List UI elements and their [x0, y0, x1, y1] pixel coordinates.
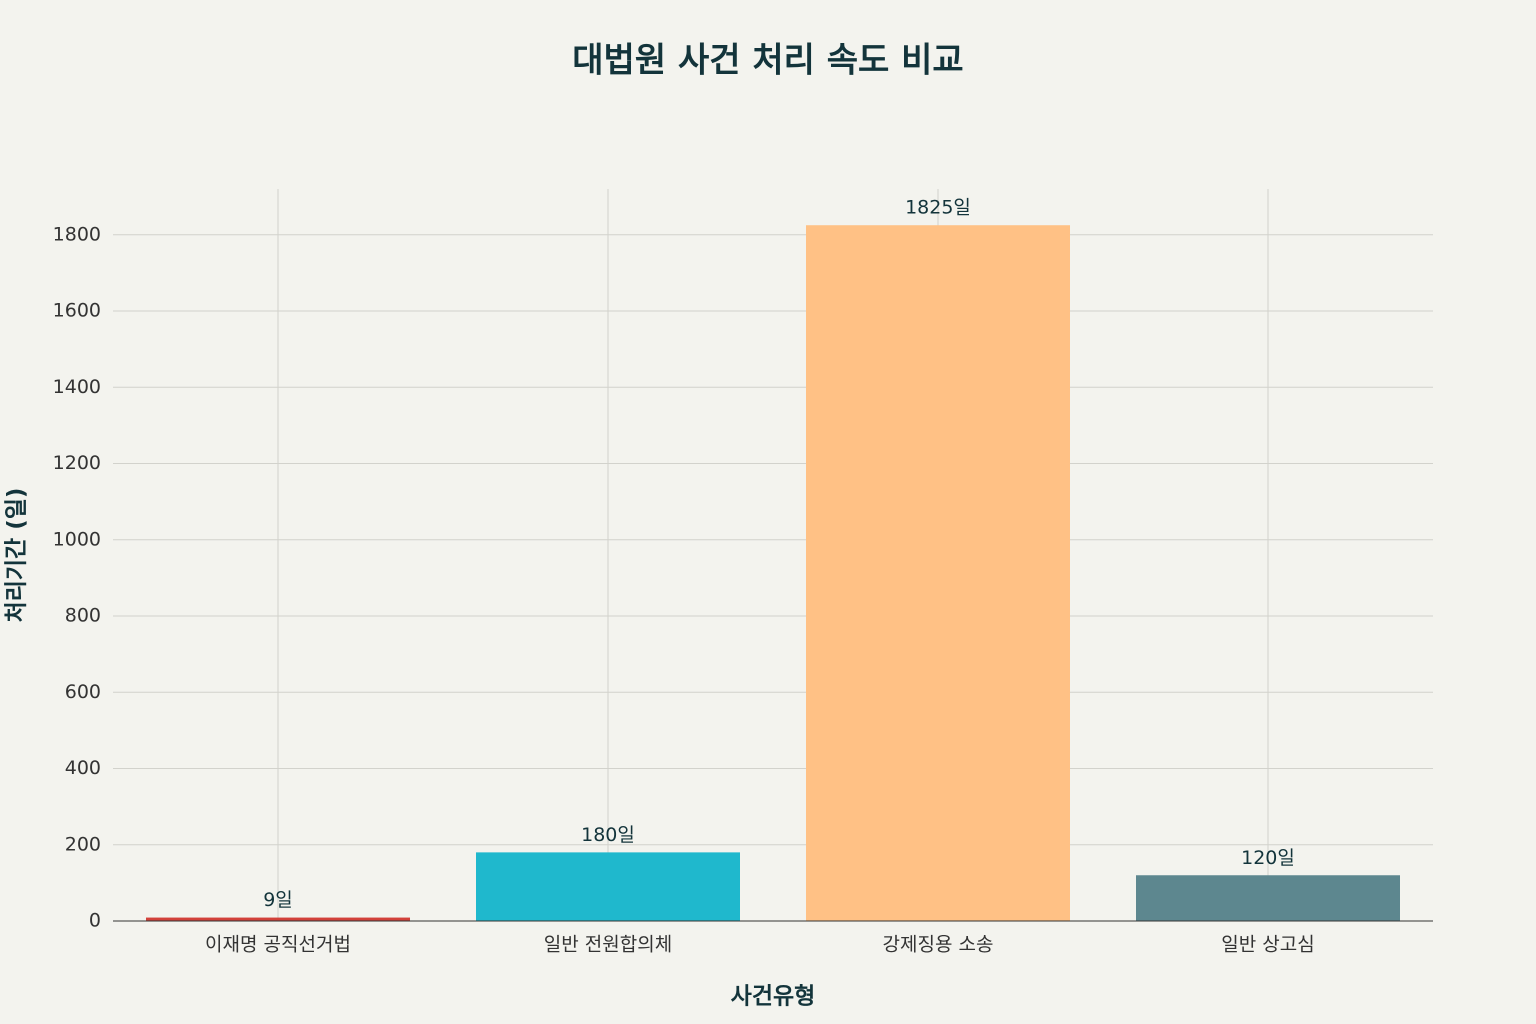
y-axis-label: 처리기간 (일)	[4, 488, 30, 623]
y-tick-label: 1400	[53, 376, 101, 398]
y-tick-label: 1000	[53, 528, 101, 550]
y-tick-label: 400	[65, 757, 101, 779]
bar	[1136, 875, 1400, 921]
x-tick-label: 일반 상고심	[1221, 934, 1314, 956]
bar	[146, 917, 410, 921]
y-tick-label: 1600	[53, 300, 101, 322]
data-label: 1825일	[905, 197, 971, 219]
data-label: 9일	[263, 889, 293, 911]
x-tick-label: 일반 전원합의체	[544, 934, 672, 956]
y-tick-label: 1200	[53, 452, 101, 474]
y-tick-label: 600	[65, 681, 101, 703]
y-tick-label: 800	[65, 605, 101, 627]
x-tick-label: 이재명 공직선거법	[205, 934, 351, 956]
y-tick-label: 0	[89, 910, 101, 932]
chart-title: 대법원 사건 처리 속도 비교	[572, 41, 963, 81]
data-label: 180일	[581, 824, 635, 846]
y-tick-label: 200	[65, 833, 101, 855]
y-tick-label: 1800	[53, 223, 101, 245]
bar	[806, 225, 1070, 921]
x-tick-label: 강제징용 소송	[883, 934, 994, 956]
x-axis-label: 사건유형	[731, 984, 816, 1010]
bar	[476, 852, 740, 921]
data-label: 120일	[1241, 847, 1295, 869]
